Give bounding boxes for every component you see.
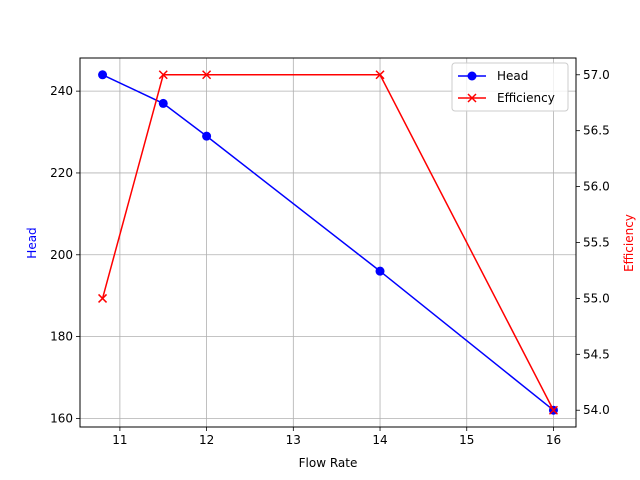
x-tick-label: 14 [372,433,387,447]
y2-tick-label: 56.5 [583,124,610,138]
y-tick-label: 200 [50,248,73,262]
efficiency-line [101,74,555,411]
y-tick-label: 160 [50,411,73,425]
x-axis-ticks: 11 12 13 14 15 16 [112,427,561,447]
head-line [102,74,554,411]
y-tick-label: 180 [50,330,73,344]
legend-efficiency-label: Efficiency [497,91,555,105]
legend: Head Efficiency [451,62,569,112]
efficiency-point-marker-icon [375,70,385,80]
head-point-marker-icon [202,131,212,141]
legend-head-label: Head [497,69,528,83]
y2-tick-label: 55.5 [583,236,610,250]
x-tick-label: 13 [286,433,301,447]
grid-lines [80,58,576,427]
y2-tick-label: 54.5 [583,347,610,361]
y-tick-label: 240 [50,84,73,98]
y-axis-left-ticks: 160 180 200 220 240 [50,84,80,425]
head-point-marker-icon [98,70,108,80]
efficiency-point-marker-icon [158,70,168,80]
head-point-marker-icon [158,98,168,108]
series-layer [98,70,558,415]
y2-tick-label: 56.0 [583,180,610,194]
legend-efficiency-marker-icon [467,93,477,103]
efficiency-point-marker-icon [202,70,212,80]
y-axis-left-label: Head [25,227,39,258]
x-tick-label: 15 [459,433,474,447]
y-tick-label: 220 [50,166,73,180]
x-axis-label: Flow Rate [299,456,358,470]
plot-frame [79,57,577,428]
y2-tick-label: 54.0 [583,403,610,417]
efficiency-point-marker-icon [98,293,108,303]
legend-box [451,62,569,112]
x-tick-label: 12 [199,433,214,447]
y2-tick-label: 57.0 [583,68,610,82]
y-axis-right-label: Efficiency [622,214,636,272]
efficiency-point-marker-icon [548,405,558,415]
head-point-marker-icon [375,266,385,276]
legend-head-marker-icon [467,71,477,81]
y2-tick-label: 55.0 [583,291,610,305]
x-tick-label: 16 [546,433,561,447]
x-tick-label: 11 [112,433,127,447]
y-axis-right-ticks: 54.0 54.5 55.0 55.5 56.0 56.5 57.0 [576,68,610,417]
